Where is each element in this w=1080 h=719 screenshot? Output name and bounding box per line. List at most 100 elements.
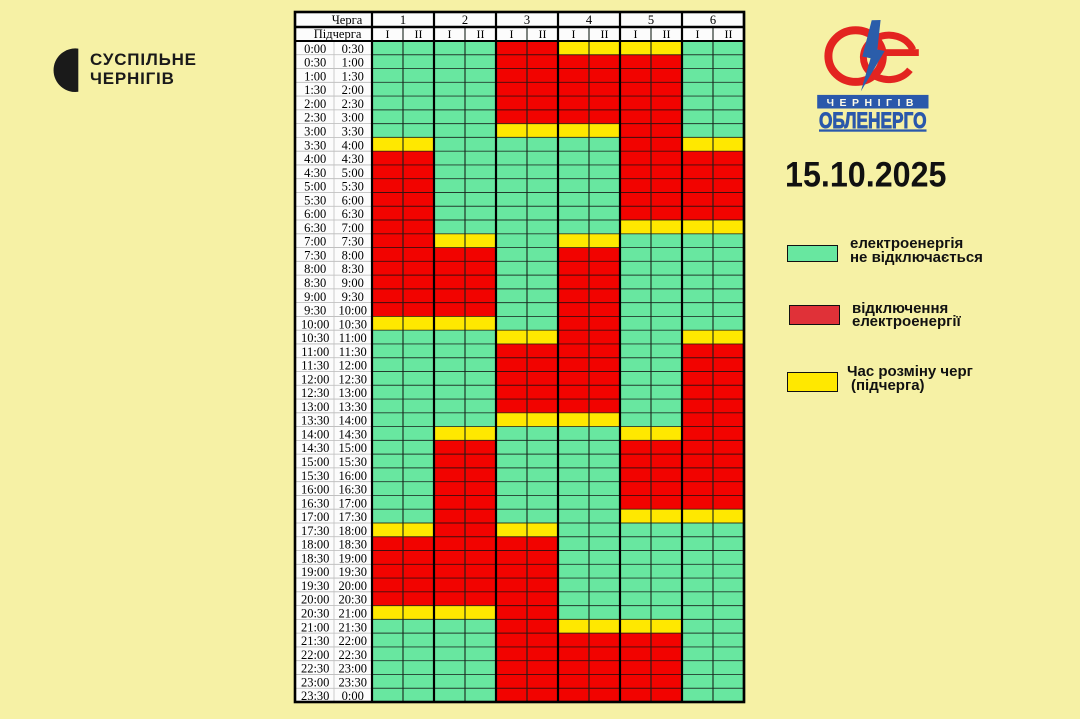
svg-text:7:30: 7:30 [304, 248, 326, 262]
svg-text:11:00: 11:00 [339, 331, 367, 345]
svg-text:20:30: 20:30 [339, 593, 367, 607]
svg-text:3: 3 [524, 13, 530, 27]
svg-text:22:00: 22:00 [301, 648, 329, 662]
svg-text:11:30: 11:30 [339, 345, 367, 359]
svg-text:II: II [725, 27, 733, 41]
svg-text:7:30: 7:30 [342, 235, 364, 249]
svg-text:0:30: 0:30 [342, 42, 364, 56]
svg-text:5:00: 5:00 [342, 166, 364, 180]
svg-text:9:00: 9:00 [304, 290, 326, 304]
svg-text:16:30: 16:30 [301, 496, 329, 510]
svg-text:21:30: 21:30 [301, 634, 329, 648]
svg-text:14:00: 14:00 [339, 414, 367, 428]
svg-text:I: I [634, 27, 638, 41]
svg-text:II: II [663, 27, 671, 41]
svg-text:5: 5 [648, 13, 654, 27]
svg-text:1:00: 1:00 [342, 56, 364, 70]
svg-text:17:30: 17:30 [339, 510, 367, 524]
svg-text:11:00: 11:00 [301, 345, 329, 359]
svg-text:1:30: 1:30 [304, 83, 326, 97]
svg-text:16:30: 16:30 [339, 483, 367, 497]
svg-text:9:30: 9:30 [342, 290, 364, 304]
svg-text:4:00: 4:00 [304, 152, 326, 166]
svg-text:15:00: 15:00 [301, 455, 329, 469]
svg-text:I: I [572, 27, 576, 41]
svg-text:18:00: 18:00 [301, 538, 329, 552]
svg-text:21:30: 21:30 [339, 620, 367, 634]
svg-text:5:30: 5:30 [342, 180, 364, 194]
svg-text:23:00: 23:00 [339, 662, 367, 676]
svg-text:12:30: 12:30 [339, 372, 367, 386]
svg-text:19:30: 19:30 [339, 565, 367, 579]
svg-text:15:30: 15:30 [339, 455, 367, 469]
svg-text:4: 4 [586, 13, 593, 27]
svg-text:20:00: 20:00 [301, 593, 329, 607]
svg-text:ЧЕРНІГІВ: ЧЕРНІГІВ [827, 97, 919, 109]
svg-text:17:00: 17:00 [339, 496, 367, 510]
svg-text:8:00: 8:00 [304, 262, 326, 276]
svg-text:2:30: 2:30 [342, 97, 364, 111]
svg-text:10:30: 10:30 [339, 317, 367, 331]
svg-text:I: I [510, 27, 514, 41]
svg-text:II: II [539, 27, 547, 41]
svg-text:0:00: 0:00 [342, 689, 364, 703]
svg-text:13:30: 13:30 [339, 400, 367, 414]
svg-text:21:00: 21:00 [339, 606, 367, 620]
svg-text:5:30: 5:30 [304, 193, 326, 207]
svg-text:7:00: 7:00 [304, 235, 326, 249]
svg-text:4:00: 4:00 [342, 138, 364, 152]
svg-text:8:30: 8:30 [342, 262, 364, 276]
svg-text:10:30: 10:30 [301, 331, 329, 345]
svg-text:12:00: 12:00 [339, 359, 367, 373]
svg-text:12:30: 12:30 [301, 386, 329, 400]
svg-text:3:00: 3:00 [304, 125, 326, 139]
svg-text:15:00: 15:00 [339, 441, 367, 455]
svg-text:7:00: 7:00 [342, 221, 364, 235]
svg-text:8:30: 8:30 [304, 276, 326, 290]
svg-text:10:00: 10:00 [301, 317, 329, 331]
svg-text:I: I [448, 27, 452, 41]
svg-text:18:00: 18:00 [339, 524, 367, 538]
svg-text:2:00: 2:00 [342, 83, 364, 97]
svg-text:8:00: 8:00 [342, 248, 364, 262]
svg-text:20:30: 20:30 [301, 606, 329, 620]
svg-text:6:00: 6:00 [304, 207, 326, 221]
svg-text:14:00: 14:00 [301, 427, 329, 441]
svg-text:I: I [386, 27, 390, 41]
svg-text:18:30: 18:30 [339, 538, 367, 552]
svg-text:18:30: 18:30 [301, 551, 329, 565]
svg-text:22:30: 22:30 [301, 662, 329, 676]
svg-text:6:30: 6:30 [304, 221, 326, 235]
svg-text:6:30: 6:30 [342, 207, 364, 221]
svg-text:23:30: 23:30 [339, 675, 367, 689]
svg-text:22:00: 22:00 [339, 634, 367, 648]
svg-text:13:30: 13:30 [301, 414, 329, 428]
svg-text:II: II [415, 27, 423, 41]
svg-text:9:00: 9:00 [342, 276, 364, 290]
svg-text:3:30: 3:30 [342, 125, 364, 139]
svg-text:5:00: 5:00 [304, 180, 326, 194]
svg-text:22:30: 22:30 [339, 648, 367, 662]
svg-text:1:30: 1:30 [342, 69, 364, 83]
svg-text:2:00: 2:00 [304, 97, 326, 111]
svg-text:23:30: 23:30 [301, 689, 329, 703]
svg-text:12:00: 12:00 [301, 372, 329, 386]
svg-text:1: 1 [400, 13, 406, 27]
svg-text:20:00: 20:00 [339, 579, 367, 593]
svg-text:15.10.2025: 15.10.2025 [785, 156, 947, 195]
svg-text:23:00: 23:00 [301, 675, 329, 689]
svg-text:14:30: 14:30 [339, 427, 367, 441]
svg-text:9:30: 9:30 [304, 304, 326, 318]
svg-text:1:00: 1:00 [304, 69, 326, 83]
svg-text:3:30: 3:30 [304, 138, 326, 152]
svg-text:0:30: 0:30 [304, 56, 326, 70]
svg-text:11:30: 11:30 [301, 359, 329, 373]
svg-text:19:30: 19:30 [301, 579, 329, 593]
svg-text:6: 6 [710, 13, 716, 27]
svg-text:10:00: 10:00 [339, 304, 367, 318]
svg-text:13:00: 13:00 [301, 400, 329, 414]
svg-text:II: II [601, 27, 609, 41]
svg-text:Черга: Черга [332, 13, 363, 27]
svg-text:6:00: 6:00 [342, 193, 364, 207]
svg-text:21:00: 21:00 [301, 620, 329, 634]
